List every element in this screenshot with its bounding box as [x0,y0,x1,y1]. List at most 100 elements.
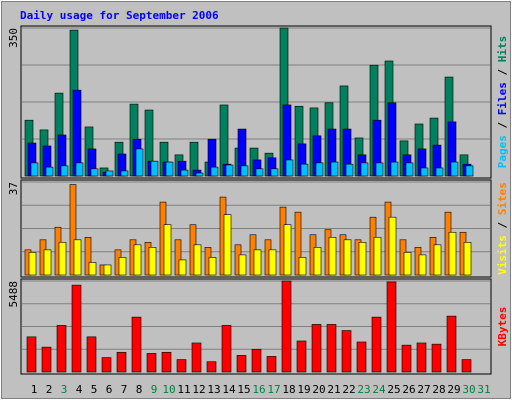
bar [118,257,127,276]
bar [300,163,309,177]
legend: Pages / Files / Hits [496,36,509,169]
bar [360,162,369,177]
x-tick-label: 8 [136,383,143,396]
bar [221,325,232,373]
bar [84,236,92,276]
bar [58,242,67,276]
bar [120,170,129,177]
bar [146,353,157,373]
bar [191,342,202,373]
legend-entry: Hits [496,36,509,63]
bar [180,169,189,177]
bar [401,344,412,373]
bar [251,348,262,373]
bar [105,170,114,177]
bar [446,315,457,373]
chart-title: Daily usage for September 2006 [20,9,219,22]
x-tick-label: 13 [207,383,220,396]
x-tick-label: 23 [357,383,370,396]
bar [266,356,277,373]
bar [375,162,384,177]
legend: KBytes [496,307,509,347]
legend-separator: / [496,115,509,135]
bar [161,351,172,373]
x-tick-label: 28 [432,383,445,396]
bar [343,239,352,276]
bar [90,168,99,177]
bar [420,167,429,177]
legend-entry: Files [496,82,509,115]
y-tick-label: 350 [7,28,20,48]
bar [28,252,37,276]
bar [133,244,142,276]
bar [163,224,172,276]
bar [165,161,174,177]
bar [223,214,232,276]
legend-entry: KBytes [496,307,509,347]
bar [88,262,97,276]
x-tick-label: 16 [252,383,265,396]
bar [73,239,82,276]
bar [435,167,444,177]
x-tick-label: 18 [282,383,295,396]
x-tick-label: 19 [297,383,310,396]
x-tick-label: 5 [91,383,98,396]
bar [373,236,382,276]
bar [225,164,234,177]
bar [236,355,247,373]
bar [418,254,427,276]
bar [296,340,307,373]
bar [45,166,54,177]
bar [103,264,112,276]
bar [416,342,427,373]
bar [253,249,262,276]
bar [69,184,77,276]
bar [75,162,84,177]
y-tick-label: 37 [7,182,20,195]
bar [195,172,204,177]
bar [294,211,302,276]
bar [341,330,352,373]
x-tick-label: 14 [222,383,236,396]
bar [206,361,217,373]
bar [174,239,182,276]
x-tick-label: 11 [177,383,190,396]
bar [210,166,219,177]
bar [116,351,127,373]
bar [326,324,337,373]
legend-entry: Visits [496,235,509,275]
x-tick-label: 15 [237,383,250,396]
x-tick-label: 12 [192,383,205,396]
bar [328,236,337,276]
bar [176,359,187,373]
x-tick-label: 31 [477,383,490,396]
bar [311,324,322,373]
bar [281,280,292,373]
x-tick-label: 1 [31,383,38,396]
bar [101,357,112,373]
x-tick-label: 24 [372,383,386,396]
bar [283,224,292,276]
legend-entry: Pages [496,135,509,168]
x-tick-label: 10 [162,383,175,396]
bar [268,249,277,276]
bar [405,162,414,177]
x-tick-label: 26 [402,383,415,396]
bar [150,160,159,177]
bar [240,165,249,177]
legend-separator: / [496,62,509,82]
x-tick-label: 27 [417,383,430,396]
bar [345,163,354,177]
bar [315,162,324,177]
bar [30,162,39,177]
x-tick-label: 22 [342,383,355,396]
bar [148,247,157,276]
bar [388,216,397,276]
bar [208,257,217,276]
bar [448,231,457,276]
bar [41,346,52,373]
bar [356,341,367,373]
x-tick-label: 17 [267,383,280,396]
